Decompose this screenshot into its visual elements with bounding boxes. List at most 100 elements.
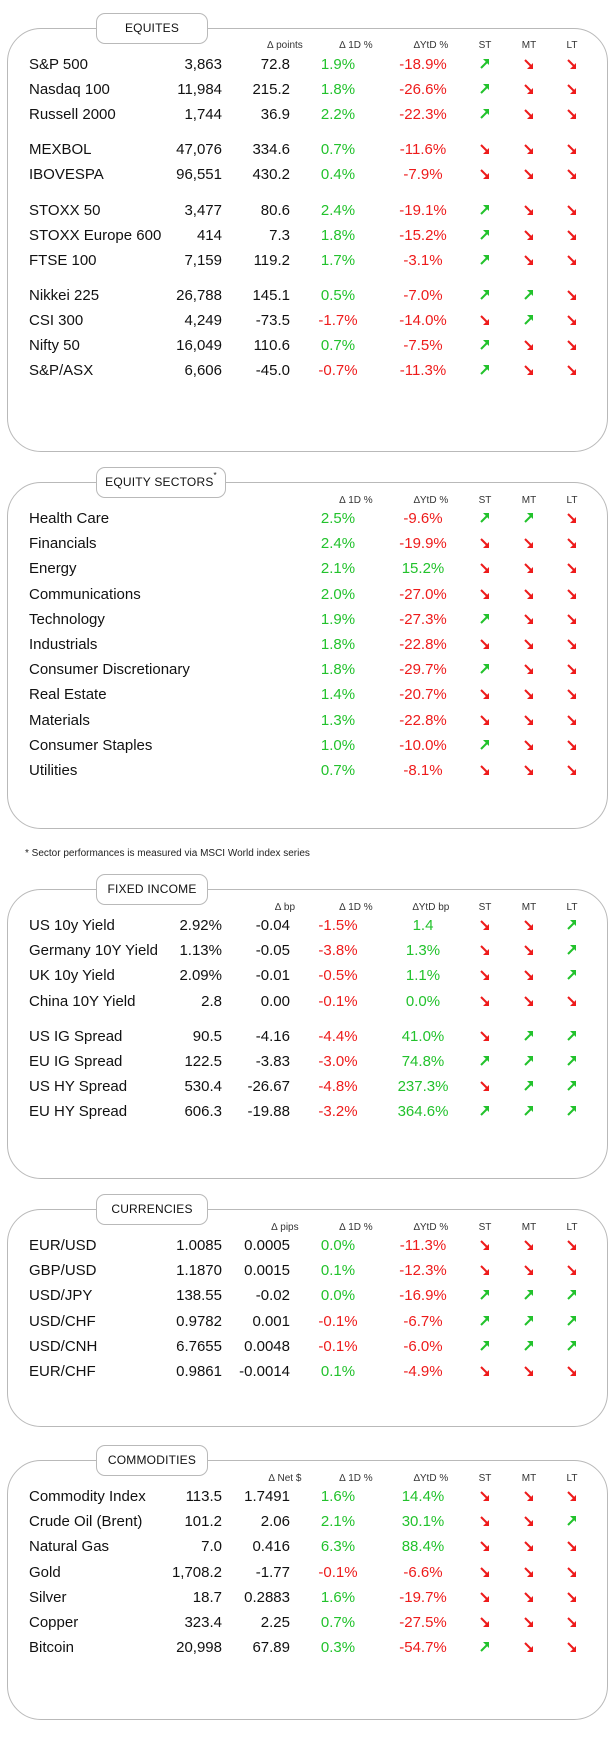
header-abs: ∆ points bbox=[267, 40, 303, 51]
row-1d-change: 1.3% bbox=[320, 711, 356, 729]
arrow-down-icon bbox=[565, 1234, 579, 1250]
table-row: USD/JPY 138.55 -0.02 0.0% -16.9% bbox=[8, 1282, 607, 1310]
arrow-down-icon bbox=[565, 1586, 579, 1602]
arrow-down-icon bbox=[478, 1360, 492, 1376]
equities-panel: EQUITES ∆ points ∆ 1D % ∆YtD % ST MT LT … bbox=[7, 13, 608, 452]
arrow-down-icon bbox=[478, 1259, 492, 1276]
row-1d-change: 0.0% bbox=[320, 1237, 356, 1254]
row-value: 113.5 bbox=[185, 1488, 222, 1505]
row-abs-change: -1.77 bbox=[255, 1563, 290, 1581]
header-mt: MT bbox=[521, 1473, 537, 1484]
row-abs-change: -3.83 bbox=[255, 1053, 290, 1070]
arrow-up-icon bbox=[522, 1284, 536, 1301]
row-value: 7,159 bbox=[184, 251, 222, 269]
row-name: Health Care bbox=[29, 510, 110, 527]
arrow-up-icon bbox=[478, 224, 492, 240]
table-row: China 10Y Yield 2.8 0.00 -0.1% 0.0% bbox=[8, 988, 607, 1016]
arrow-down-icon bbox=[565, 507, 579, 523]
header-ytd: ∆YtD % bbox=[413, 1473, 449, 1484]
arrow-down-icon bbox=[522, 359, 536, 376]
row-1d-change: 1.9% bbox=[320, 610, 356, 628]
arrow-down-icon bbox=[478, 1561, 492, 1577]
row-abs-change: 215.2 bbox=[252, 81, 290, 99]
table-row: US HY Spread 530.4 -26.67 -4.8% 237.3% bbox=[8, 1073, 607, 1101]
row-1d-change: 2.1% bbox=[320, 1513, 356, 1531]
arrow-down-icon bbox=[522, 138, 536, 155]
arrow-down-icon bbox=[478, 964, 492, 981]
arrow-down-icon bbox=[478, 1586, 492, 1602]
row-1d-change: 2.4% bbox=[320, 201, 356, 219]
table-row: Commodity Index 113.5 1.7491 1.6% 14.4% bbox=[8, 1483, 607, 1511]
header-lt: LT bbox=[566, 902, 578, 913]
row-abs-change: 145.1 bbox=[252, 286, 290, 304]
commodities-panel: COMMODITIES ∆ Net $ ∆ 1D % ∆YtD % ST MT … bbox=[7, 1445, 608, 1720]
row-ytd-change: 30.1% bbox=[401, 1513, 445, 1531]
row-ytd-change: -27.3% bbox=[399, 610, 447, 628]
sectors-footnote: * Sector performances is measured via MS… bbox=[25, 848, 310, 859]
row-ytd-change: -29.7% bbox=[399, 661, 447, 679]
row-name: S&P 500 bbox=[29, 56, 88, 73]
arrow-down-icon bbox=[522, 532, 536, 549]
row-value: 1,744 bbox=[184, 106, 222, 124]
row-abs-change: 0.00 bbox=[260, 992, 290, 1010]
row-name: CSI 300 bbox=[29, 311, 84, 329]
row-ytd-change: -22.3% bbox=[399, 106, 447, 124]
row-1d-change: 0.4% bbox=[320, 166, 356, 184]
table-row: Utilities 0.7% -8.1% bbox=[8, 757, 607, 785]
arrow-up-icon bbox=[522, 309, 536, 325]
row-abs-change: -0.02 bbox=[255, 1287, 290, 1305]
header-st: ST bbox=[478, 902, 492, 913]
table-row: Consumer Staples 1.0% -10.0% bbox=[8, 732, 607, 760]
arrow-up-icon bbox=[522, 1075, 536, 1091]
row-1d-change: -1.7% bbox=[318, 311, 358, 329]
arrow-down-icon bbox=[565, 709, 579, 725]
arrow-down-icon bbox=[565, 658, 579, 675]
equities-header: ∆ points ∆ 1D % ∆YtD % ST MT LT bbox=[8, 40, 607, 54]
table-row: Consumer Discretionary 1.8% -29.7% bbox=[8, 656, 607, 684]
row-value: 0.9782 bbox=[176, 1312, 222, 1330]
arrow-down-icon bbox=[522, 1259, 536, 1276]
row-name: STOXX 50 bbox=[29, 201, 101, 219]
row-1d-change: -3.8% bbox=[318, 942, 358, 960]
row-ytd-change: -11.3% bbox=[399, 1237, 447, 1254]
row-abs-change: -0.05 bbox=[255, 942, 290, 960]
row-name: EUR/CHF bbox=[29, 1363, 96, 1380]
table-row: Nikkei 225 26,788 145.1 0.5% -7.0% bbox=[8, 282, 607, 310]
currencies-panel: CURRENCIES ∆ pips ∆ 1D % ∆YtD % ST MT LT… bbox=[7, 1194, 608, 1427]
table-row: Crude Oil (Brent) 101.2 2.06 2.1% 30.1% bbox=[8, 1508, 607, 1536]
row-1d-change: 1.8% bbox=[320, 636, 356, 653]
row-1d-change: 1.6% bbox=[320, 1588, 356, 1606]
arrow-down-icon bbox=[478, 1234, 492, 1250]
arrow-down-icon bbox=[522, 683, 536, 700]
row-abs-change: -0.01 bbox=[255, 967, 290, 985]
row-ytd-change: 0.0% bbox=[405, 992, 441, 1010]
header-st: ST bbox=[478, 1473, 492, 1484]
arrow-down-icon bbox=[522, 658, 536, 675]
table-row: Real Estate 1.4% -20.7% bbox=[8, 681, 607, 709]
row-name: Energy bbox=[29, 560, 77, 578]
row-ytd-change: -6.7% bbox=[403, 1312, 443, 1330]
arrow-down-icon bbox=[522, 709, 536, 725]
arrow-up-icon bbox=[478, 199, 492, 215]
arrow-down-icon bbox=[565, 532, 579, 549]
row-name: US IG Spread bbox=[29, 1027, 123, 1045]
arrow-down-icon bbox=[565, 138, 579, 155]
row-value: 1,708.2 bbox=[171, 1563, 222, 1581]
table-row: EU IG Spread 122.5 -3.83 -3.0% 74.8% bbox=[8, 1048, 607, 1076]
arrow-up-icon bbox=[478, 658, 492, 674]
arrow-down-icon bbox=[522, 1234, 536, 1250]
row-abs-change: 0.0048 bbox=[244, 1337, 290, 1355]
table-row: EUR/USD 1.0085 0.0005 0.0% -11.3% bbox=[8, 1232, 607, 1260]
row-1d-change: -1.5% bbox=[318, 917, 358, 934]
arrow-down-icon bbox=[522, 633, 536, 649]
arrow-down-icon bbox=[565, 990, 579, 1006]
arrow-up-icon bbox=[478, 249, 492, 265]
row-name: UK 10y Yield bbox=[29, 967, 115, 985]
row-ytd-change: -19.7% bbox=[399, 1588, 447, 1606]
row-value: 606.3 bbox=[184, 1103, 222, 1121]
arrow-down-icon bbox=[522, 1535, 536, 1552]
row-1d-change: -0.1% bbox=[318, 1312, 358, 1330]
header-ytd: ∆YtD % bbox=[413, 40, 449, 51]
row-value: 26,788 bbox=[176, 286, 222, 304]
row-1d-change: 1.9% bbox=[320, 56, 356, 73]
